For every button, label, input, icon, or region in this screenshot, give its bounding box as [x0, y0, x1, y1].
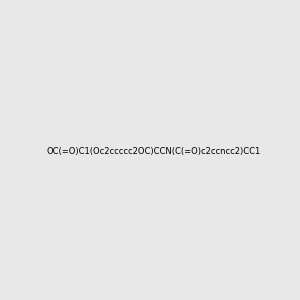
- Text: OC(=O)C1(Oc2ccccc2OC)CCN(C(=O)c2ccncc2)CC1: OC(=O)C1(Oc2ccccc2OC)CCN(C(=O)c2ccncc2)C…: [46, 147, 261, 156]
